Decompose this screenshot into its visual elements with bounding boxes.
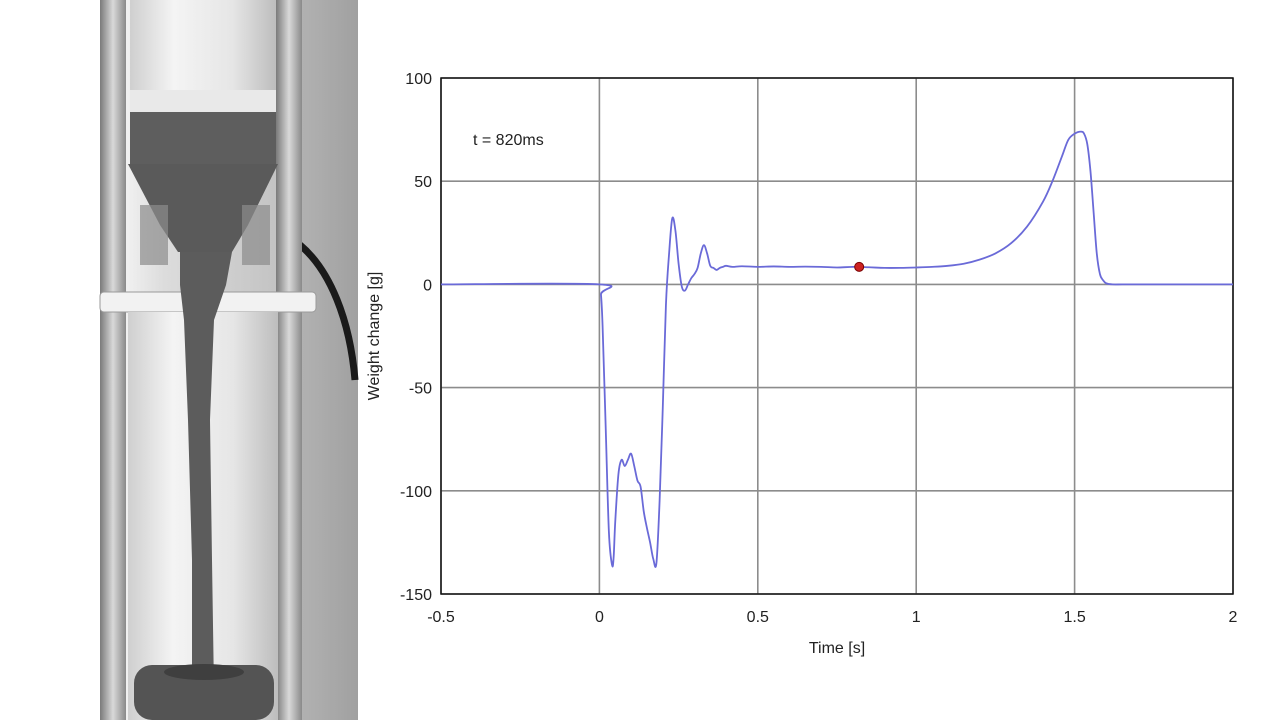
time-annotation: t = 820ms — [473, 132, 544, 149]
y-tick-label: 0 — [423, 277, 432, 294]
x-tick-labels: -0.5 0 0.5 1 1.5 2 — [427, 609, 1237, 626]
apparatus-photo — [0, 0, 359, 720]
x-axis-label: Time [s] — [809, 640, 865, 657]
x-tick-label: 2 — [1229, 609, 1238, 626]
y-tick-label: 50 — [414, 174, 432, 191]
y-tick-label: -50 — [409, 381, 432, 398]
plot-frame — [440, 77, 1234, 595]
x-tick-label: 1 — [912, 609, 921, 626]
x-tick-label: 0.5 — [747, 609, 769, 626]
current-time-marker — [854, 261, 865, 272]
y-tick-label: -100 — [400, 484, 432, 501]
x-tick-label: 0 — [595, 609, 604, 626]
x-tick-label: 1.5 — [1063, 609, 1085, 626]
y-tick-labels: 100 50 0 -50 -100 -150 — [400, 71, 432, 604]
x-tick-label: -0.5 — [427, 609, 455, 626]
y-tick-label: 100 — [405, 71, 432, 88]
y-axis-label: Weight change [g] — [366, 272, 383, 401]
weight-chart: -0.5 0 0.5 1 1.5 2 100 50 0 -50 -100 -150 Time [s]… — [366, 71, 1238, 657]
chart-grid — [440, 77, 1234, 595]
y-tick-label: -150 — [400, 587, 432, 604]
series-line — [440, 130, 1233, 568]
